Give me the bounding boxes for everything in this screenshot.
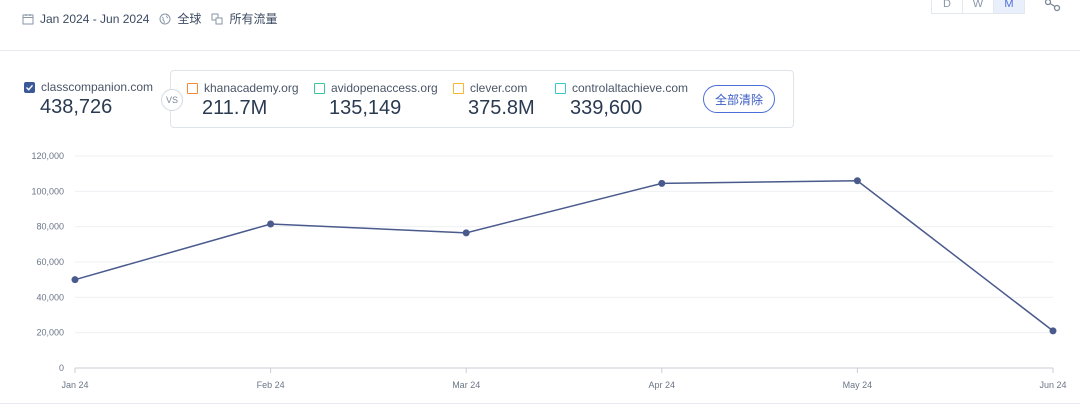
main-site-value: 438,726 (40, 96, 113, 118)
x-tick-label: Jan 24 (61, 380, 88, 390)
divider (0, 403, 1080, 404)
data-point[interactable] (462, 229, 470, 237)
competitor-name: controlaltachieve.com (572, 81, 689, 95)
traffic-label: 所有流量 (229, 12, 278, 26)
main-site-legend[interactable]: classcompanion.com 438,726 (24, 80, 153, 119)
granularity-week-button[interactable]: W (962, 0, 994, 14)
granularity-month-button[interactable]: M (993, 0, 1025, 14)
clear-all-button[interactable]: 全部清除 (703, 85, 775, 113)
date-range-selector[interactable]: Jan 2024 - Jun 2024 (22, 12, 149, 26)
traffic-source-icon (211, 13, 223, 24)
date-range-label: Jan 2024 - Jun 2024 (40, 11, 150, 26)
main-site-name: classcompanion.com (41, 80, 154, 94)
y-tick-label: 20,000 (36, 328, 64, 338)
checkbox-icon[interactable] (314, 82, 325, 94)
y-tick-label: 60,000 (36, 257, 64, 267)
competitor-item[interactable]: khanacademy.org 211.7M (187, 81, 299, 120)
data-point[interactable] (658, 179, 666, 187)
traffic-line-chart: 0 20,000 40,000 60,000 80,000 100,000 120,000 J… (31, 151, 1066, 390)
checkbox-icon[interactable] (555, 82, 566, 94)
y-tick-label: 40,000 (36, 292, 64, 302)
data-point[interactable] (267, 220, 275, 228)
region-label: 全球 (177, 12, 202, 26)
competitor-name: khanacademy.org (204, 81, 299, 95)
competitor-value: 339,600 (570, 97, 643, 119)
granularity-toggle: D W M (931, 0, 1025, 14)
region-selector[interactable]: 全球 (159, 10, 201, 27)
competitor-item[interactable]: avidopenaccess.org 135,149 (314, 81, 438, 120)
competitor-value: 135,149 (329, 97, 402, 119)
x-tick-label: Jun 24 (1039, 380, 1066, 390)
share-icon[interactable] (1042, 0, 1062, 14)
competitor-name: avidopenaccess.org (331, 81, 438, 95)
competitor-panel: khanacademy.org 211.7M avidopenaccess.or… (170, 70, 794, 128)
data-point[interactable] (71, 276, 79, 284)
y-tick-label: 100,000 (31, 186, 64, 196)
y-tick-label: 80,000 (36, 222, 64, 232)
competitor-item[interactable]: controlaltachieve.com 339,600 (555, 81, 688, 120)
x-tick-label: Apr 24 (649, 380, 676, 390)
checkbox-checked-icon[interactable] (24, 81, 35, 93)
checkbox-icon[interactable] (187, 82, 198, 94)
x-tick-label: Feb 24 (257, 380, 285, 390)
competitor-item[interactable]: clever.com 375.8M (453, 81, 535, 120)
y-tick-label: 120,000 (31, 151, 64, 161)
series-line (74, 179, 1054, 332)
y-tick-label: 0 (59, 363, 64, 373)
filter-bar: Jan 2024 - Jun 2024 全球 所有流量 (22, 10, 287, 27)
calendar-icon (22, 13, 34, 24)
vs-badge: VS (161, 89, 183, 111)
granularity-day-button[interactable]: D (931, 0, 963, 14)
x-tick-label: May 24 (843, 380, 873, 390)
competitor-value: 211.7M (202, 97, 268, 119)
competitor-value: 375.8M (468, 97, 535, 119)
competitor-name: clever.com (470, 81, 528, 95)
data-point[interactable] (853, 177, 861, 185)
checkbox-icon[interactable] (453, 82, 464, 94)
globe-icon (159, 13, 171, 24)
data-point[interactable] (1049, 327, 1057, 335)
traffic-selector[interactable]: 所有流量 (211, 10, 277, 27)
x-tick-label: Mar 24 (452, 380, 480, 390)
toolbar: Jan 2024 - Jun 2024 全球 所有流量 D W M (0, 0, 1080, 51)
